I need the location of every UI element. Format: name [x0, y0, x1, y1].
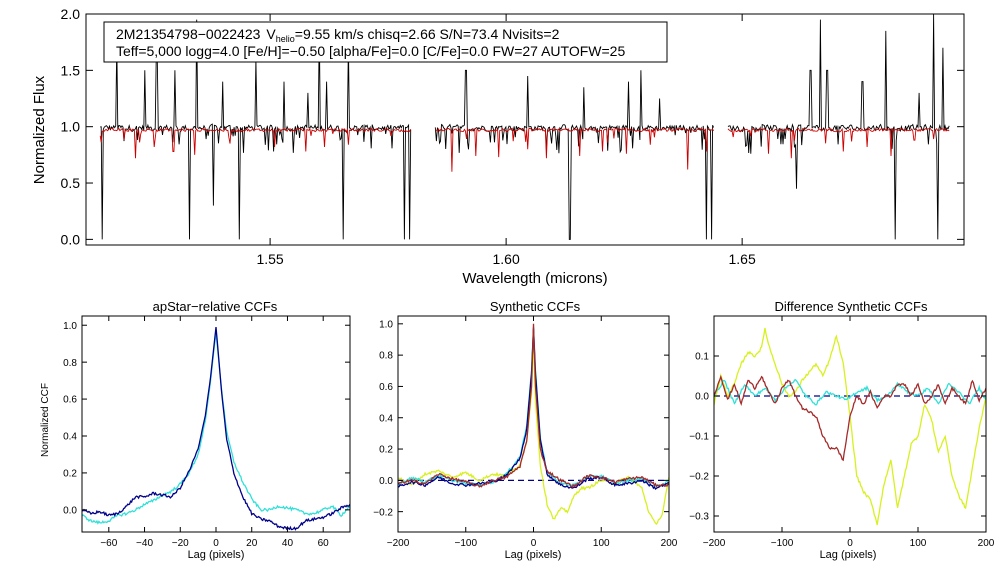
x-tick-label: 1.60 — [492, 251, 519, 267]
difference-ccf-axes: −200 −100 0 100 200 −0.3 −0.2 −0.1 0.0 0.1 — [689, 316, 995, 549]
y-tick-label: 0.2 — [63, 469, 77, 480]
synthetic-ccf-panel: Synthetic CCFs −200 −100 0 100 200 −0.2 0.0 0.2… — [373, 299, 678, 561]
spectrum-axes-frame — [85, 13, 965, 246]
x-tick-label: −40 — [136, 538, 153, 549]
synthetic-ccf-brown-line — [398, 323, 669, 488]
observed-spectrum-line — [434, 69, 715, 240]
x-tick-label: 1.65 — [729, 251, 756, 267]
apstar-ccf-panel: apStar−relative CCFs −60 −40 −20 0 20 40 60 0.0… — [40, 299, 351, 561]
x-tick-label: −20 — [172, 538, 189, 549]
y-tick-label: 0.1 — [695, 352, 709, 363]
y-tick-label: 0.4 — [379, 413, 393, 424]
x-tick-label: 20 — [246, 538, 258, 549]
y-tick-label: 0.8 — [63, 358, 77, 369]
y-tick-label: 1.0 — [61, 119, 81, 135]
x-tick-label: 200 — [661, 538, 678, 549]
synthetic-ccf-plot-area — [398, 323, 669, 525]
spectrum-axes: 1.55 1.60 1.65 0.0 0.5 1.0 1.5 2.0 — [61, 6, 964, 267]
difference-ccf-panel: Difference Synthetic CCFs −200 −100 0 100 20… — [689, 299, 995, 561]
x-tick-label: 40 — [282, 538, 294, 549]
y-tick-label: 0.4 — [63, 432, 77, 443]
observed-spectrum-line — [727, 14, 950, 240]
synthetic-ccf-yellow-line — [398, 339, 669, 525]
x-tick-label: −100 — [771, 538, 794, 549]
y-tick-label: −0.2 — [689, 472, 709, 483]
synthetic-ccf-title: Synthetic CCFs — [490, 299, 581, 314]
y-tick-label: 0.6 — [63, 395, 77, 406]
difference-ccf-plot-area — [714, 327, 986, 526]
synthetic-ccf-x-axis-label: Lag (pixels) — [505, 549, 562, 561]
annotation-vhelio-symbol: V — [266, 26, 276, 42]
apstar-ccf-y-axis-label: Normalized CCF — [40, 383, 51, 457]
y-tick-label: 0.5 — [61, 175, 81, 191]
difference-ccf-axes-frame — [713, 315, 987, 533]
apstar-ccf-plot-area — [82, 327, 350, 531]
y-tick-label: 2.0 — [61, 6, 81, 22]
visit-ccf-2-line — [82, 327, 350, 531]
annotation-star-id: 2M21354798−0022423 — [116, 26, 261, 42]
spectrum-panel: 1.55 1.60 1.65 0.0 0.5 1.0 1.5 2.0 2M21354798−0… — [31, 6, 965, 287]
annotation-fit-stats: =9.55 km/s chisq=2.66 S/N=73.4 Nvisits=2 — [295, 26, 560, 42]
synthetic-spectrum-line — [727, 127, 950, 159]
x-tick-label: −100 — [454, 538, 477, 549]
y-tick-label: 0.8 — [379, 351, 393, 362]
y-tick-label: 1.0 — [63, 321, 77, 332]
y-tick-label: 0.0 — [695, 392, 709, 403]
difference-ccf-yellow-line — [714, 327, 986, 526]
x-tick-label: 100 — [593, 538, 610, 549]
x-tick-label: 0 — [531, 538, 537, 549]
annotation-vhelio-subscript: helio — [276, 34, 295, 44]
difference-ccf-cyan-line — [714, 379, 986, 406]
x-tick-label: 200 — [978, 538, 995, 549]
x-tick-label: −60 — [100, 538, 117, 549]
apstar-ccf-x-axis-label: Lag (pixels) — [188, 549, 245, 561]
apstar-ccf-axes: −60 −40 −20 0 20 40 60 0.0 0.2 0.4 0.6 0.8 1.0 — [63, 316, 350, 549]
y-tick-label: 0.0 — [63, 505, 77, 516]
synthetic-ccf-axes-frame — [397, 315, 670, 533]
x-tick-label: −200 — [387, 538, 410, 549]
spectrum-annotation-box — [103, 21, 668, 63]
spectrum-annotation-line-2: Teff=5,000 logg=4.0 [Fe/H]=−0.50 [alpha/… — [116, 43, 625, 59]
x-tick-label: −200 — [703, 538, 726, 549]
y-tick-label: 0.0 — [379, 476, 393, 487]
spectrum-plot-area — [99, 14, 950, 240]
y-tick-label: 0.2 — [379, 445, 393, 456]
spectrum-y-axis-label: Normalized Flux — [31, 75, 48, 184]
synthetic-ccf-axes: −200 −100 0 100 200 −0.2 0.0 0.2 0.4 0.6 0.8 1.0 — [373, 316, 678, 549]
y-tick-label: 1.0 — [379, 319, 393, 330]
y-tick-label: −0.2 — [373, 507, 393, 518]
y-tick-label: −0.3 — [689, 512, 709, 523]
y-tick-label: −0.1 — [689, 432, 709, 443]
apstar-ccf-title: apStar−relative CCFs — [153, 299, 278, 314]
observed-spectrum-line — [100, 19, 412, 240]
synthetic-spectrum-line — [435, 126, 714, 172]
spectrum-annotation-line-1: 2M21354798−0022423 Vhelio=9.55 km/s chisq… — [116, 26, 560, 44]
apstar-ccf-axes-frame — [81, 315, 351, 533]
y-tick-label: 1.5 — [61, 62, 81, 78]
synthetic-spectrum-line — [99, 127, 412, 159]
y-tick-label: 0.6 — [379, 382, 393, 393]
x-tick-label: 0 — [847, 538, 853, 549]
difference-ccf-x-axis-label: Lag (pixels) — [820, 549, 877, 561]
spectrum-x-axis-label: Wavelength (microns) — [462, 270, 607, 287]
difference-ccf-title: Difference Synthetic CCFs — [775, 299, 928, 314]
x-tick-label: 1.55 — [256, 251, 283, 267]
difference-ccf-brown-line — [714, 374, 986, 462]
x-tick-label: 60 — [318, 538, 330, 549]
y-tick-label: 0.0 — [61, 231, 81, 247]
visit-ccf-1-line — [82, 332, 350, 525]
x-tick-label: 100 — [910, 538, 927, 549]
x-tick-label: 0 — [213, 538, 219, 549]
